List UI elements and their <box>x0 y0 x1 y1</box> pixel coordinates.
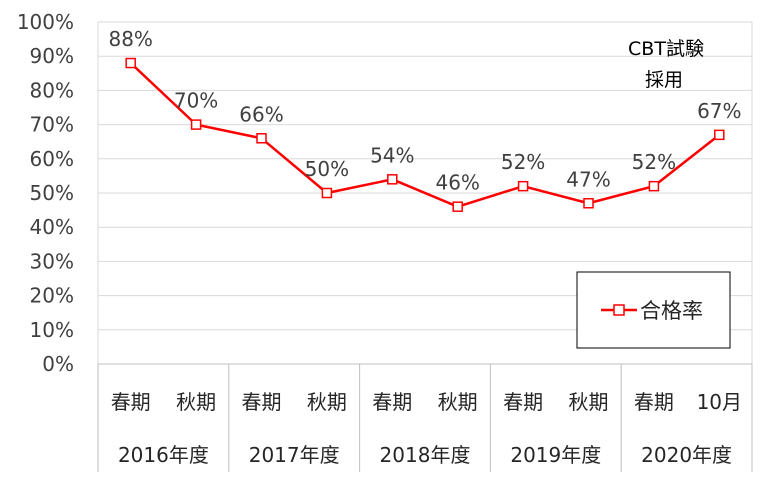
group-label: 2018年度 <box>380 443 471 467</box>
data-label: 67% <box>697 99 741 123</box>
group-label: 2016年度 <box>118 443 209 467</box>
y-tick-label: 90% <box>30 44 74 68</box>
y-tick-label: 70% <box>30 113 74 137</box>
y-tick-label: 10% <box>30 318 74 342</box>
data-point <box>517 180 529 192</box>
y-tick-label: 50% <box>30 181 74 205</box>
data-point <box>583 198 594 209</box>
data-point <box>190 119 202 130</box>
x-tick-label: 10月 <box>697 390 742 414</box>
data-point <box>321 187 333 199</box>
data-labels: 88% 70% 66% 50% 54% 46% 52% 47% 52% 67% <box>108 27 741 195</box>
x-tick-label: 春期 <box>242 390 282 414</box>
data-label: 46% <box>435 171 479 195</box>
series-pass-rate <box>125 57 725 212</box>
data-label: 52% <box>632 150 676 174</box>
x-tick-label: 秋期 <box>438 390 478 414</box>
x-axis: 2016年度 2017年度 2018年度 2019年度 2020年度 春期 秋期 春期 秋期 春期… <box>97 363 753 472</box>
y-tick-label: 100% <box>17 10 74 34</box>
group-label: 2019年度 <box>510 443 601 467</box>
y-tick-label: 0% <box>42 352 74 376</box>
x-tick-label: 秋期 <box>569 390 609 414</box>
y-tick-label: 40% <box>30 215 74 239</box>
x-tick-label: 春期 <box>372 390 412 414</box>
data-point <box>256 133 267 144</box>
data-label: 66% <box>239 102 283 126</box>
data-label: 70% <box>174 89 218 113</box>
series-line <box>129 62 721 208</box>
annotation-line2: 採用 <box>645 69 683 91</box>
data-point <box>714 129 725 141</box>
x-tick-label: 春期 <box>634 390 674 414</box>
data-point <box>648 180 660 192</box>
data-label: 88% <box>108 27 152 51</box>
data-label: 50% <box>305 157 349 181</box>
data-label: 47% <box>566 167 610 191</box>
x-tick-label: 春期 <box>111 390 151 414</box>
cbt-annotation: CBT試験 採用 <box>628 38 704 91</box>
data-label: 54% <box>370 143 414 167</box>
data-label: 52% <box>501 150 545 174</box>
legend: 合格率 <box>576 271 731 349</box>
y-tick-label: 60% <box>30 147 74 171</box>
y-tick-label: 20% <box>30 284 74 308</box>
y-tick-label: 80% <box>30 78 74 102</box>
group-label: 2017年度 <box>249 443 340 467</box>
x-tick-label: 秋期 <box>307 390 347 414</box>
data-point <box>387 174 398 185</box>
legend-label: 合格率 <box>640 299 703 323</box>
y-tick-label: 30% <box>30 249 74 273</box>
annotation-line1: CBT試験 <box>628 38 704 60</box>
x-tick-label: 秋期 <box>176 390 216 414</box>
x-tick-label: 春期 <box>503 390 543 414</box>
group-label: 2020年度 <box>641 443 732 467</box>
y-axis-ticks: 0% 10% 20% 30% 40% 50% 60% 70% 80% 90% 100% <box>17 10 74 376</box>
data-point <box>125 57 136 69</box>
data-point <box>452 201 463 212</box>
legend-marker <box>613 304 625 316</box>
